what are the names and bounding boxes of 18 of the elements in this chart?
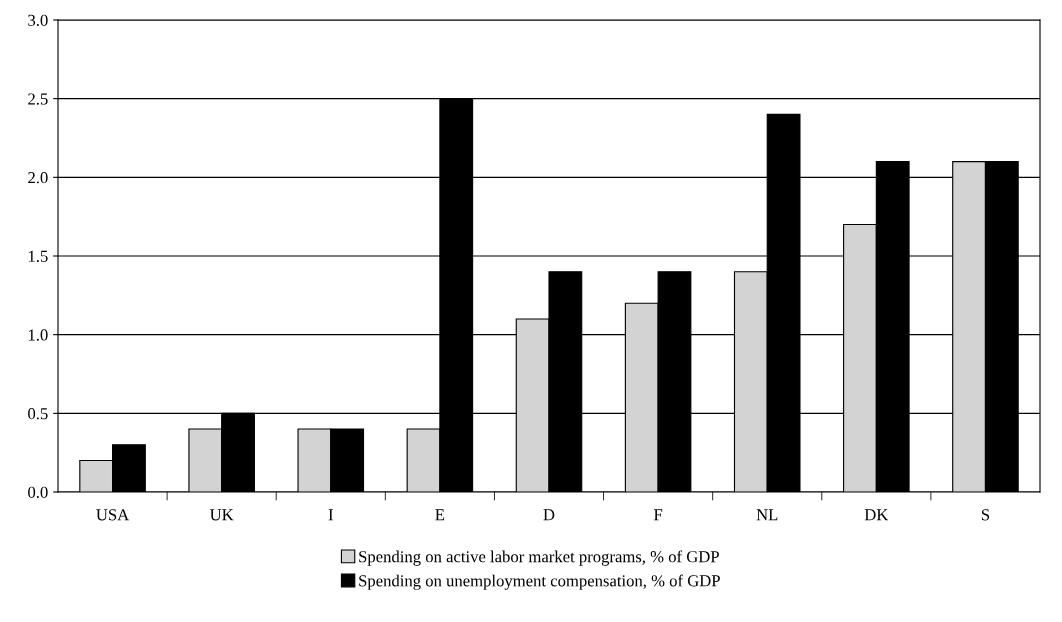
y-tick-label: 2.5 — [28, 93, 48, 105]
x-tick-label: USA — [96, 509, 130, 521]
y-tick-label: 0.0 — [28, 486, 48, 499]
x-tick-label: NL — [756, 509, 778, 521]
x-tick-label: I — [328, 509, 333, 521]
legend-label: Spending on active labor market programs, % of GDP — [359, 550, 719, 566]
y-tick-label: 3.0 — [28, 14, 48, 27]
y-tick-label: 0.5 — [28, 408, 48, 420]
x-tick-label: E — [435, 509, 445, 521]
x-tick-label: S — [981, 509, 990, 521]
x-tick-label: UK — [209, 509, 234, 521]
x-tick-label: DK — [864, 509, 889, 521]
legend-label: Spending on unemployment compensation, % of GDP — [359, 574, 720, 590]
y-tick-label: 1.5 — [28, 250, 48, 263]
x-tick-label: D — [543, 509, 555, 521]
y-tick-label: 1.0 — [28, 329, 48, 341]
y-tick-label: 2.0 — [28, 172, 48, 184]
x-tick-label: F — [653, 509, 663, 521]
